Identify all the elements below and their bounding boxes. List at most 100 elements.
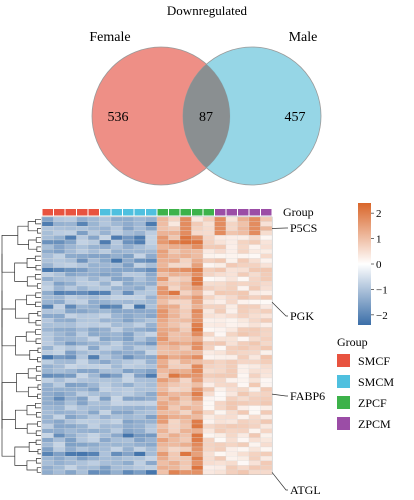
heatmap-cell xyxy=(179,235,192,241)
heatmap-cell xyxy=(122,299,135,305)
heatmap-cell xyxy=(122,460,135,466)
heatmap-cell xyxy=(248,272,261,277)
heatmap-cell xyxy=(133,377,146,383)
heatmap-cell xyxy=(156,377,169,383)
heatmap-cell xyxy=(76,331,89,337)
heatmap-cell xyxy=(53,299,66,305)
heatmap-cell xyxy=(99,368,112,374)
heatmap-cell xyxy=(145,428,158,434)
heatmap-cell xyxy=(133,405,146,411)
heatmap-cell xyxy=(179,341,192,346)
heatmap-cell xyxy=(225,373,238,379)
heatmap-cell xyxy=(87,442,100,448)
heatmap-cell xyxy=(87,387,100,392)
dendrogram-branch xyxy=(36,246,41,252)
heatmap-cell xyxy=(133,304,146,310)
heatmap-cell xyxy=(99,276,112,282)
heatmap-cell xyxy=(225,350,238,356)
heatmap-cell xyxy=(76,437,89,443)
heatmap-cell xyxy=(156,433,169,438)
heatmap-cell xyxy=(168,244,181,250)
heatmap-cell xyxy=(156,446,169,452)
heatmap-cell xyxy=(191,446,204,452)
heatmap-cell xyxy=(202,304,215,310)
heatmap-cell xyxy=(53,258,66,264)
heatmap-cell xyxy=(133,350,146,356)
heatmap-cell xyxy=(214,387,227,392)
dendrogram-branch xyxy=(36,467,41,473)
heatmap-cell xyxy=(145,262,158,268)
heatmap-cell xyxy=(179,226,192,231)
heatmap-cell xyxy=(225,281,238,287)
heatmap-cell xyxy=(225,465,238,471)
heatmap-cell xyxy=(237,396,250,402)
heatmap-cell xyxy=(99,327,112,333)
heatmap-cell xyxy=(110,391,123,397)
heatmap-cell xyxy=(156,331,169,337)
heatmap-cell xyxy=(168,308,181,314)
heatmap-cell xyxy=(133,285,146,291)
heatmap-cell xyxy=(133,451,146,457)
heatmap-cell xyxy=(168,322,181,328)
heatmap-cell xyxy=(168,377,181,383)
heatmap-cell xyxy=(225,299,238,305)
heatmap-cell xyxy=(64,235,77,241)
heatmap-cell xyxy=(122,396,135,402)
heatmap-cell xyxy=(122,258,135,264)
heatmap-cell xyxy=(122,276,135,282)
heatmap-cell xyxy=(41,281,54,287)
heatmap-cell xyxy=(41,423,54,429)
heatmap-cell xyxy=(214,396,227,402)
heatmap-cell xyxy=(214,327,227,333)
heatmap-cell xyxy=(156,373,169,379)
heatmap-cell xyxy=(237,299,250,305)
dendrogram-branch xyxy=(16,373,29,393)
heatmap-cell xyxy=(76,377,89,383)
heatmap-cell xyxy=(122,262,135,268)
heatmap-cell xyxy=(133,299,146,305)
heatmap-cell xyxy=(122,295,135,300)
heatmap-cell xyxy=(133,410,146,415)
heatmap-cell xyxy=(191,451,204,457)
heatmap-cell xyxy=(41,456,54,461)
heatmap-cell xyxy=(87,414,100,420)
group-cell-smcf xyxy=(54,209,65,216)
heatmap-cell xyxy=(99,285,112,291)
heatmap-cell xyxy=(145,249,158,254)
heatmap-cell xyxy=(214,230,227,236)
heatmap-cell xyxy=(168,336,181,342)
heatmap-cell xyxy=(214,313,227,319)
dendrogram-branch xyxy=(1,401,15,457)
heatmap-cell xyxy=(87,295,100,300)
heatmap-cell xyxy=(156,414,169,420)
heatmap-cell xyxy=(99,460,112,466)
heatmap-cell xyxy=(191,364,204,369)
heatmap-cell xyxy=(260,364,273,369)
heatmap-cell xyxy=(99,382,112,388)
heatmap-cell xyxy=(191,281,204,287)
heatmap-cell xyxy=(133,460,146,466)
dendrogram-branch xyxy=(14,262,28,282)
heatmap-cell xyxy=(133,373,146,379)
heatmap-cell xyxy=(168,373,181,379)
heatmap-cell xyxy=(248,244,261,250)
heatmap-cell xyxy=(122,226,135,231)
heatmap-cell xyxy=(53,433,66,438)
heatmap-cell xyxy=(248,230,261,236)
heatmap-cell xyxy=(122,451,135,457)
heatmap-cell xyxy=(99,239,112,245)
heatmap-cell xyxy=(248,446,261,452)
heatmap-cell xyxy=(133,469,146,475)
heatmap-cell xyxy=(145,456,158,461)
heatmap-cell xyxy=(110,313,123,319)
heatmap-cell xyxy=(248,410,261,415)
heatmap-cell xyxy=(53,322,66,328)
heatmap-cell xyxy=(225,304,238,310)
heatmap-cell xyxy=(225,345,238,351)
heatmap-cell xyxy=(168,327,181,333)
heatmap-cell xyxy=(191,262,204,268)
heatmap-cell xyxy=(110,322,123,328)
heatmap-cell xyxy=(76,313,89,319)
heatmap-cell xyxy=(145,230,158,236)
heatmap-cell xyxy=(260,285,273,291)
